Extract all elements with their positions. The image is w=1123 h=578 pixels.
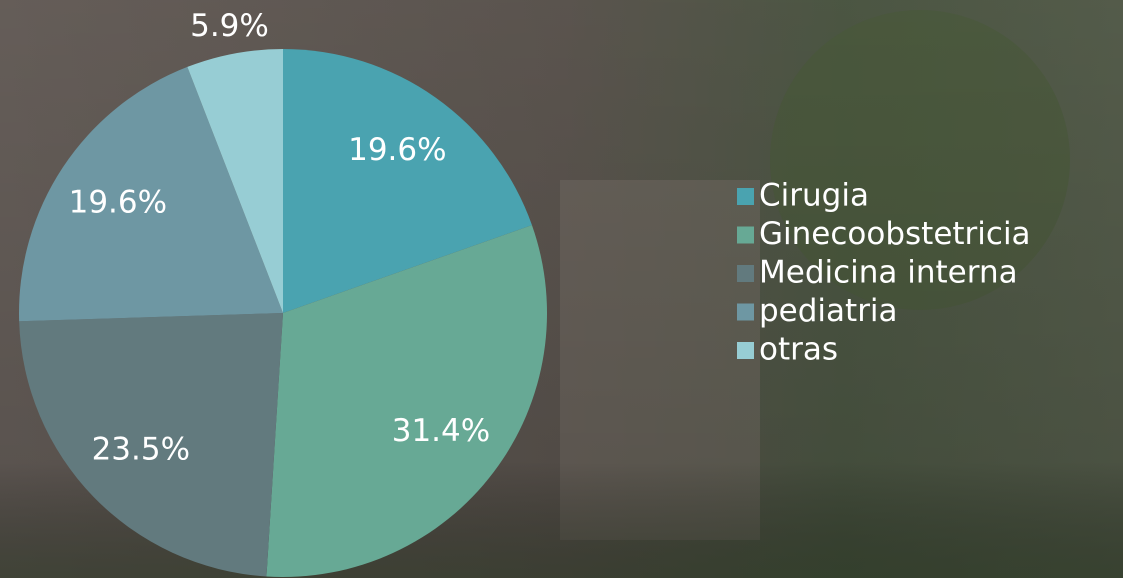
legend-label: Ginecoobstetricia	[759, 216, 1031, 252]
data-label: 19.6%	[348, 132, 446, 168]
pie-slice	[187, 49, 283, 313]
legend-swatch	[737, 303, 754, 321]
legend-swatch	[737, 265, 754, 282]
pie-slice	[18, 66, 283, 322]
legend-label: Medicina interna	[759, 255, 1018, 291]
legend-swatch	[737, 342, 754, 359]
legend-label: pediatria	[759, 293, 898, 329]
pie-slice	[266, 225, 547, 578]
legend-swatch	[737, 188, 754, 205]
legend-label: otras	[759, 332, 838, 368]
pie-slice	[283, 49, 532, 313]
pie: 19.6% 31.4% 23.5% 19.6% 5.9%	[18, 8, 547, 578]
legend-swatch	[737, 226, 754, 244]
data-label: 19.6%	[69, 184, 167, 220]
data-label: 5.9%	[190, 8, 269, 44]
data-label: 31.4%	[392, 413, 490, 449]
pie-slice	[19, 313, 283, 577]
legend-label: Cirugia	[759, 178, 869, 214]
data-label: 23.5%	[92, 431, 190, 467]
